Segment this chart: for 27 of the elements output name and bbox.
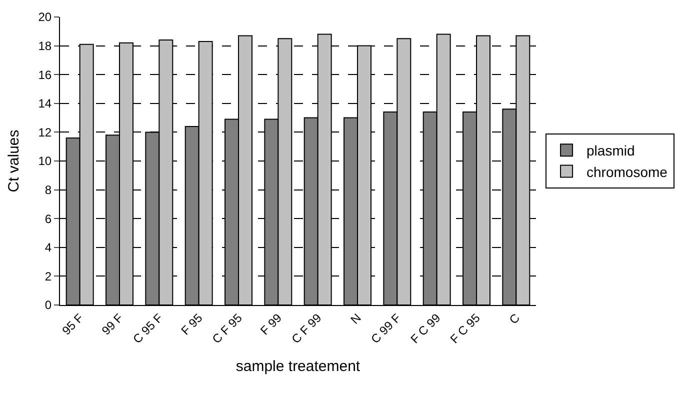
legend-label: chromosome [586,164,668,180]
y-tick-label: 2 [44,269,52,284]
x-tick-label: 99 F [98,310,126,338]
x-tick-label: C F 95 [210,310,246,346]
x-tick-label: F C 95 [448,310,484,346]
x-tick-label: C [506,310,523,327]
y-tick-label: 6 [44,212,52,226]
x-tick-label: F 99 [258,310,285,338]
y-tick-label: 18 [38,39,52,53]
x-tick-label: C 95 F [130,310,166,346]
y-tick-label: 14 [38,96,52,111]
y-tick-label: 4 [44,240,52,255]
y-tick-label: 0 [44,298,52,312]
y-tick-label: 10 [38,154,52,168]
legend-label: plasmid [586,142,635,159]
x-tick-label: C F 99 [288,310,324,346]
x-tick-label: F C 99 [408,310,444,346]
y-axis-title: Ct values [5,130,22,192]
x-tick-label: 95 F [59,310,86,338]
x-tick-label: C 99 F [368,310,404,346]
y-tick-label: 16 [38,68,52,82]
x-tick-label: N [348,310,364,327]
x-tick-label: F 95 [178,310,206,338]
y-tick-label: 8 [44,183,52,197]
y-tick-label: 12 [38,125,52,140]
y-tick-label: 20 [38,10,52,24]
x-axis-title: sample treatement [236,358,361,376]
